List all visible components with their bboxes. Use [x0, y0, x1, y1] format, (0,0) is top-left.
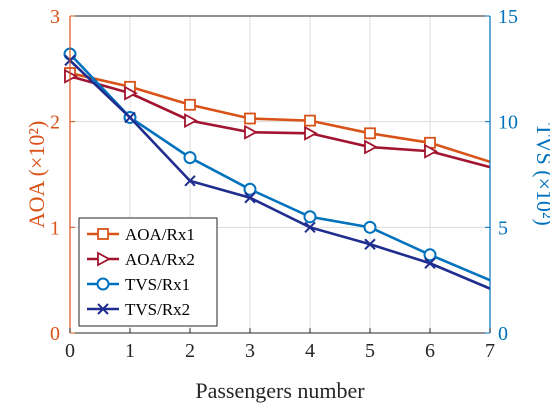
data-point-aoa-rx2 — [424, 143, 438, 159]
legend-item-aoa-rx2: AOA/Rx2 — [87, 250, 195, 269]
series-line-aoa-rx2 — [69, 74, 491, 169]
x-tick-label: 1 — [125, 340, 135, 362]
data-point-aoa-rx2 — [124, 85, 138, 101]
right-axis-title: TVS (×10²) — [532, 123, 550, 226]
data-point-tvs-rx2 — [124, 111, 136, 124]
right-tick-label: 10 — [498, 112, 518, 134]
legend-swatch-marker — [96, 277, 110, 291]
x-tick-label: 2 — [185, 340, 195, 362]
x-tick-label: 0 — [65, 340, 75, 362]
data-point-tvs-rx2 — [244, 192, 256, 204]
x-tick-label: 6 — [425, 340, 435, 362]
series-line-tvs-rx2 — [69, 59, 491, 290]
series-tvs-rx2 — [64, 54, 491, 290]
data-point-aoa-rx1 — [184, 98, 196, 111]
series-line-tvs-rx1 — [69, 53, 491, 282]
legend-label: TVS/Rx1 — [125, 275, 190, 294]
legend-label: AOA/Rx1 — [125, 225, 195, 244]
data-point-tvs-rx2 — [304, 221, 316, 234]
series-line-aoa-rx1 — [69, 71, 491, 164]
data-point-aoa-rx2 — [184, 113, 198, 129]
data-point-tvs-rx1 — [303, 210, 317, 224]
left-tick-label: 1 — [50, 217, 60, 239]
data-point-tvs-rx2 — [424, 257, 436, 269]
data-point-aoa-rx1 — [364, 127, 376, 140]
legend-item-tvs-rx1: TVS/Rx1 — [87, 275, 190, 294]
legend-swatch-marker — [97, 228, 109, 240]
x-tick-label: 3 — [245, 340, 255, 362]
right-tick-label: 15 — [498, 6, 518, 28]
right-tick-label: 0 — [498, 323, 508, 345]
left-tick-label: 3 — [50, 6, 60, 28]
left-tick-label: 2 — [50, 112, 60, 134]
x-tick-label: 5 — [365, 340, 375, 362]
data-point-tvs-rx1 — [423, 248, 437, 262]
legend-label: AOA/Rx2 — [125, 250, 195, 269]
legend-item-tvs-rx2: TVS/Rx2 — [87, 300, 190, 319]
legend-item-aoa-rx1: AOA/Rx1 — [87, 225, 195, 244]
left-axis-title: AOA (×10²) — [24, 121, 49, 229]
legend-label: TVS/Rx2 — [125, 300, 190, 319]
data-point-tvs-rx2 — [364, 238, 376, 250]
data-point-aoa-rx1 — [244, 112, 256, 125]
x-tick-label: 7 — [485, 340, 495, 362]
x-tick-label: 4 — [305, 340, 315, 362]
data-point-aoa-rx2 — [364, 139, 378, 155]
data-point-tvs-rx1 — [363, 220, 377, 234]
data-point-tvs-rx1 — [183, 151, 197, 165]
data-point-tvs-rx1 — [243, 182, 257, 196]
data-point-aoa-rx1 — [304, 114, 316, 127]
x-axis-title: Passengers number — [195, 378, 365, 403]
left-tick-label: 0 — [50, 323, 60, 345]
data-point-aoa-rx2 — [244, 124, 258, 140]
legend-swatch-marker — [97, 303, 109, 315]
data-point-tvs-rx2 — [184, 175, 196, 187]
legend: AOA/Rx1 AOA/Rx2 TVS/Rx1 TVS/Rx2 — [78, 217, 218, 327]
right-tick-label: 5 — [498, 217, 508, 239]
series-layer — [63, 47, 491, 290]
data-point-aoa-rx2 — [304, 125, 318, 141]
legend-swatch-marker — [97, 251, 111, 267]
